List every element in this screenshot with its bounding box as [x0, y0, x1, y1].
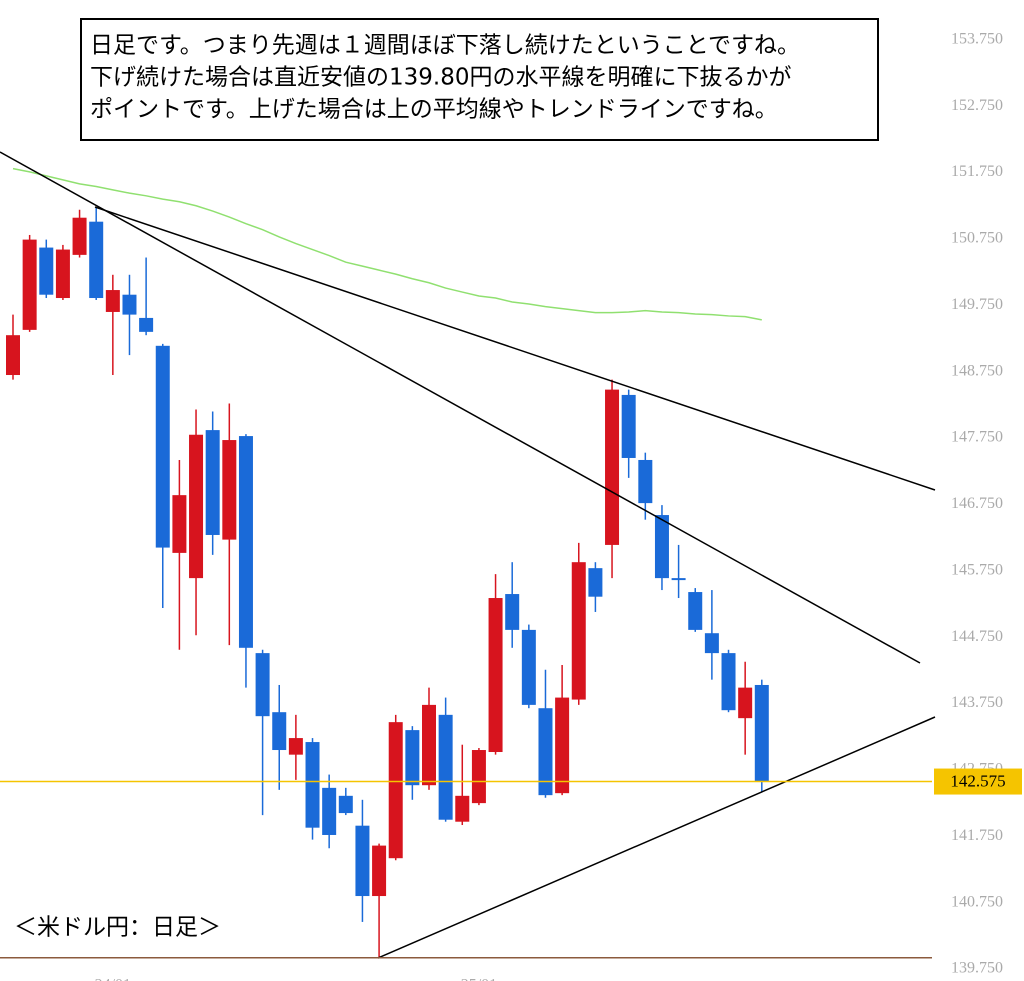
- y-tick-label: 145.750: [951, 561, 1003, 578]
- candle-body: [89, 221, 104, 299]
- candle-body: [738, 687, 753, 719]
- y-tick-label: 146.750: [951, 495, 1003, 512]
- candle-body: [588, 568, 603, 597]
- trend-line: [377, 716, 936, 959]
- candle-body: [255, 653, 270, 717]
- y-tick-label: 149.750: [951, 296, 1003, 313]
- x-tick-label: 24/01: [95, 977, 131, 981]
- trend-line: [0, 151, 921, 664]
- y-tick-label: 148.750: [951, 362, 1003, 379]
- candle-body: [405, 730, 420, 786]
- candle-body: [122, 294, 137, 315]
- candle-body: [238, 436, 253, 648]
- candle-body: [538, 708, 553, 796]
- candle-body: [571, 562, 586, 700]
- candle-body: [621, 394, 636, 458]
- candle-body: [155, 345, 170, 548]
- candle-body: [205, 430, 220, 535]
- candle-body: [372, 845, 387, 897]
- candle-body: [338, 795, 353, 814]
- candle-body: [471, 750, 486, 804]
- candle-body: [355, 825, 370, 897]
- candle-body: [388, 722, 403, 859]
- y-tick-label: 139.750: [951, 960, 1003, 977]
- y-tick-label: 141.750: [951, 827, 1003, 844]
- candle-body: [521, 629, 536, 705]
- candle-body: [39, 247, 54, 295]
- candle-body: [654, 515, 669, 579]
- y-tick-label: 144.750: [951, 628, 1003, 645]
- chart-label: ＜米ドル円：日足＞: [14, 915, 221, 941]
- candle-body: [488, 598, 503, 753]
- candle-body: [322, 787, 337, 835]
- last-price-box: [934, 768, 1022, 795]
- candle-body: [638, 459, 653, 504]
- y-tick-label: 140.750: [951, 893, 1003, 910]
- candle-body: [305, 742, 320, 828]
- candle-body: [422, 704, 436, 786]
- candle-body: [754, 684, 769, 782]
- candle-body: [222, 440, 237, 540]
- candle-body: [721, 653, 736, 711]
- candle-body: [72, 217, 87, 255]
- candle-body: [688, 592, 703, 630]
- moving-average: [12, 167, 762, 321]
- y-tick-label: 147.750: [951, 429, 1003, 446]
- candle-body: [105, 290, 120, 312]
- candle-body: [505, 594, 520, 630]
- candle-body: [55, 249, 70, 299]
- last-price-label: 142.575: [950, 771, 1005, 790]
- y-tick-label: 151.750: [951, 163, 1003, 180]
- y-tick-label: 152.750: [951, 97, 1003, 114]
- candle-body: [139, 317, 154, 332]
- candle-body: [22, 239, 37, 330]
- trend-line: [94, 206, 936, 491]
- candle-body: [272, 712, 287, 751]
- candle-body: [671, 578, 686, 581]
- candle-body: [555, 697, 570, 794]
- annotation-text: 日足です。つまり先週は１週間ほぼ下落し続けたということですね。: [90, 33, 800, 59]
- candle-body: [288, 738, 303, 755]
- y-tick-label: 150.750: [951, 230, 1003, 247]
- candle-body: [704, 633, 719, 654]
- annotation-text: ポイントです。上げた場合は上の平均線やトレンドラインですね。: [90, 97, 778, 123]
- y-tick-label: 143.750: [951, 694, 1003, 711]
- candle-body: [6, 335, 20, 376]
- annotation-text: 下げ続けた場合は直近安値の139.80円の水平線を明確に下抜るかが: [90, 65, 791, 91]
- candle-body: [455, 795, 470, 822]
- candle-body: [189, 434, 204, 579]
- annotation-box: [80, 18, 879, 141]
- candle-body: [605, 389, 620, 545]
- x-tick-label: 25/01: [461, 977, 497, 981]
- y-tick-label: 153.750: [951, 30, 1003, 47]
- candle-body: [172, 495, 187, 553]
- candle-body: [438, 714, 453, 820]
